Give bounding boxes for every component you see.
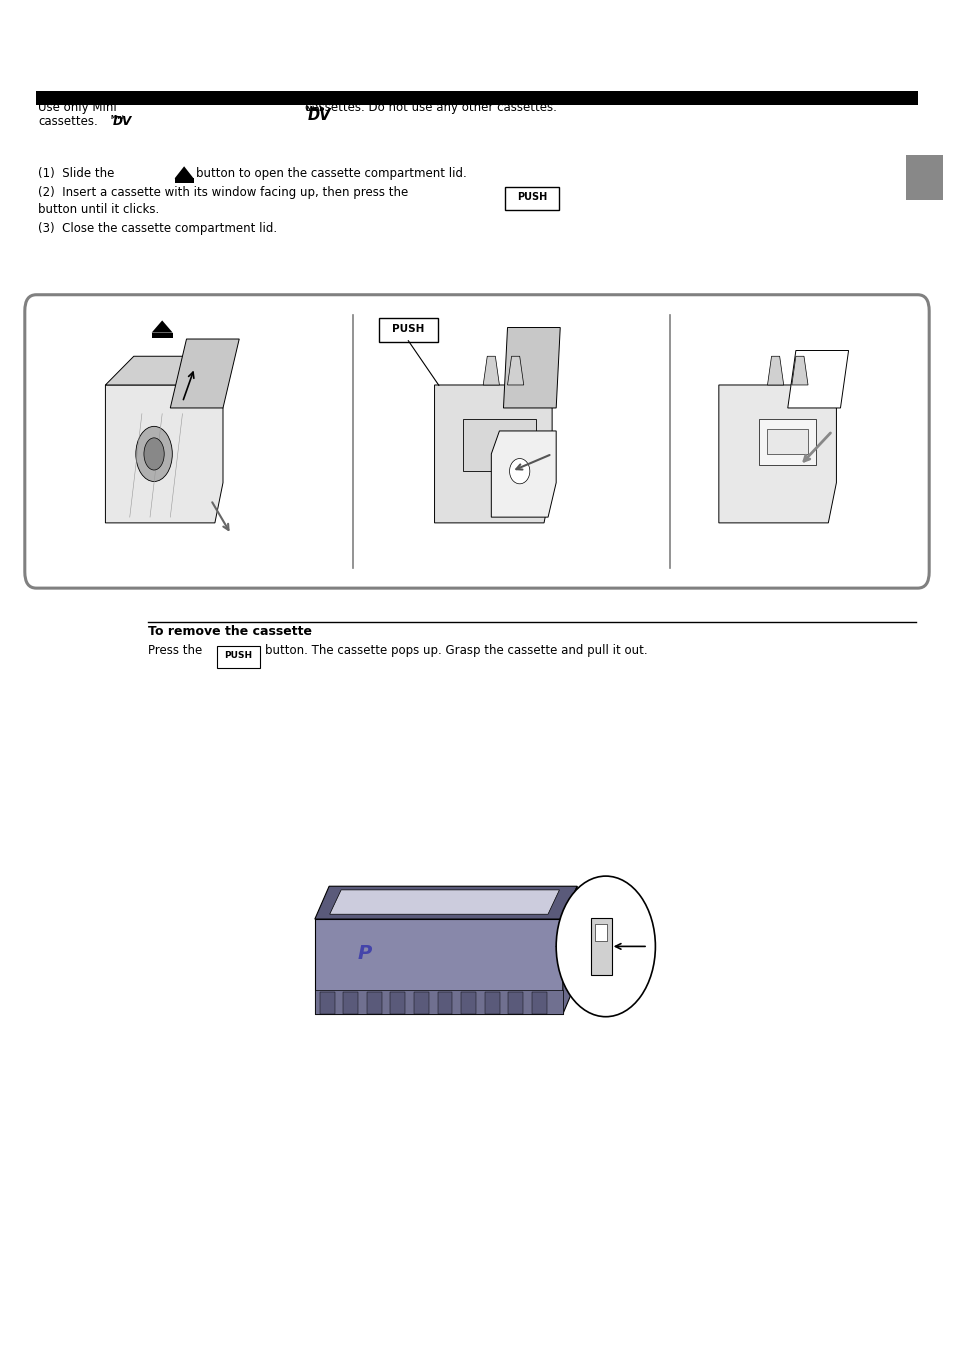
Text: (3)  Close the cassette compartment lid.: (3) Close the cassette compartment lid. [38,222,277,235]
Ellipse shape [509,458,529,484]
Bar [759,419,815,465]
Polygon shape [503,327,559,408]
Text: (2)  Insert a cassette with its window facing up, then press the: (2) Insert a cassette with its window fa… [38,185,408,199]
Bar [390,992,405,1014]
FancyBboxPatch shape [25,295,928,588]
Polygon shape [766,356,782,385]
Text: DV: DV [308,108,332,123]
Bar [484,992,499,1014]
Text: Use only Mini: Use only Mini [38,100,117,114]
Polygon shape [483,356,499,385]
Text: DV: DV [112,115,132,128]
Polygon shape [170,339,239,408]
Circle shape [556,876,655,1017]
Polygon shape [562,887,577,1014]
Bar [460,992,476,1014]
Polygon shape [435,385,552,523]
Text: button. The cassette pops up. Grasp the cassette and pull it out.: button. The cassette pops up. Grasp the … [265,644,647,657]
Bar [319,992,335,1014]
Text: Press the: Press the [148,644,202,657]
Bar [174,178,193,183]
Polygon shape [314,919,562,1014]
Polygon shape [152,320,172,333]
Polygon shape [507,356,523,385]
Text: cassettes.: cassettes. [38,115,98,128]
Bar [437,992,452,1014]
Polygon shape [718,385,836,523]
Polygon shape [314,887,577,919]
Text: button until it clicks.: button until it clicks. [38,203,159,216]
Text: button to open the cassette compartment lid.: button to open the cassette compartment … [195,166,466,180]
Ellipse shape [135,426,172,481]
Bar [532,992,546,1014]
FancyBboxPatch shape [216,646,260,668]
FancyBboxPatch shape [378,318,437,342]
Bar [414,992,429,1014]
Text: PUSH: PUSH [392,323,424,334]
Text: PUSH: PUSH [224,652,253,660]
Polygon shape [105,385,223,523]
Bar [343,992,358,1014]
Polygon shape [787,350,847,408]
Polygon shape [105,356,218,385]
Polygon shape [330,890,558,914]
Bar [905,155,942,200]
Bar [36,91,917,105]
Bar [462,419,536,470]
Bar [766,429,807,454]
Bar [152,333,172,338]
Polygon shape [174,166,193,178]
Polygon shape [491,431,556,516]
Bar [594,923,607,941]
Text: cassettes. Do not use any other cassettes.: cassettes. Do not use any other cassette… [305,100,557,114]
Bar [590,918,611,975]
Text: PUSH: PUSH [517,192,546,201]
Bar [367,992,381,1014]
FancyBboxPatch shape [504,187,558,210]
Text: (1)  Slide the: (1) Slide the [38,166,114,180]
Polygon shape [791,356,807,385]
Text: P: P [357,944,371,963]
Bar [508,992,522,1014]
Polygon shape [314,990,562,1014]
Ellipse shape [144,438,164,470]
Text: Mini: Mini [111,115,124,119]
Text: Mini: Mini [305,107,322,112]
Text: To remove the cassette: To remove the cassette [148,625,312,638]
